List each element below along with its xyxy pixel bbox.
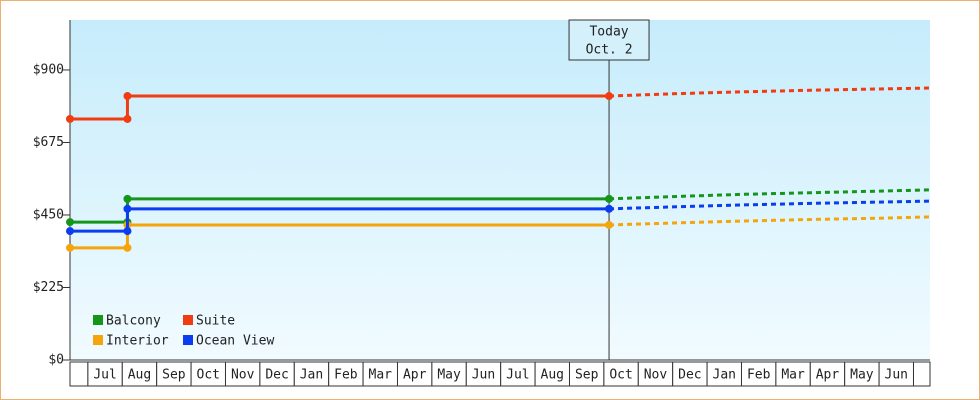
price-point (123, 92, 132, 101)
x-tick-label: Sep (575, 368, 599, 383)
x-tick-label: Dec (265, 368, 288, 383)
legend-swatch (183, 315, 193, 325)
x-tick-label: May (850, 368, 874, 383)
month-cell (775, 361, 811, 387)
x-tick-label: May (437, 368, 461, 383)
x-tick-label: Oct (609, 368, 632, 383)
month-cell (190, 361, 226, 387)
y-tick-label: $225 (33, 280, 64, 295)
x-tick-label: Aug (541, 368, 564, 383)
month-cell (912, 361, 931, 387)
month-cell (809, 361, 846, 387)
x-tick-label: Mar (369, 368, 393, 383)
price-point (123, 194, 132, 203)
legend-swatch (93, 315, 103, 325)
y-tick-label: $450 (33, 207, 64, 222)
forecast-line (609, 215, 931, 227)
price-point (123, 227, 132, 236)
month-cell (672, 361, 708, 387)
x-tick-label: Apr (816, 368, 840, 383)
legend-swatch (93, 335, 103, 345)
month-cell (740, 361, 777, 387)
price-point (66, 114, 74, 123)
price-point (123, 243, 132, 252)
price-point (66, 243, 74, 252)
price-line (70, 207, 610, 233)
price-line (70, 223, 610, 250)
x-tick-label: Nov (644, 368, 668, 383)
x-tick-label: Jun (885, 368, 908, 383)
today-label: Oct. 2 (586, 43, 633, 58)
x-tick-label: Jan (300, 368, 323, 383)
price-point (605, 204, 614, 213)
x-tick-label: Jul (93, 368, 116, 383)
month-cell (500, 361, 536, 387)
legend-label: Suite (196, 314, 235, 329)
y-tick-label: $0 (48, 353, 64, 368)
y-tick-label: $900 (33, 62, 64, 77)
month-cell (69, 361, 89, 387)
price-point (123, 204, 132, 213)
today-label: Today (589, 25, 628, 40)
legend-swatch (183, 335, 193, 345)
month-cell (706, 361, 742, 387)
month-cell (156, 361, 192, 387)
price-point (66, 218, 74, 227)
x-tick-label: Jun (472, 368, 495, 383)
today-box (568, 19, 650, 61)
x-tick-label: Aug (128, 368, 151, 383)
price-point (605, 220, 614, 229)
month-cell (465, 361, 502, 387)
legend-label: Ocean View (196, 334, 274, 349)
x-tick-label: Oct (197, 368, 220, 383)
price-point (123, 114, 132, 123)
x-tick-label: Nov (231, 368, 255, 383)
forecast-line (608, 188, 931, 201)
x-tick-label: Apr (403, 368, 427, 383)
legend-label: Balcony (106, 314, 161, 329)
month-cell (396, 361, 433, 387)
month-cell (844, 361, 880, 387)
price-point (605, 194, 614, 203)
y-tick-label: $675 (33, 135, 64, 150)
forecast-line (608, 86, 931, 98)
month-cell (87, 361, 123, 387)
month-cell (224, 361, 261, 387)
month-cell (121, 361, 158, 387)
x-tick-label: Dec (678, 368, 701, 383)
x-tick-label: Sep (162, 368, 186, 383)
x-tick-label: Feb (334, 368, 358, 383)
month-cell (328, 361, 364, 387)
plot-area (70, 20, 930, 360)
x-tick-label: Mar (781, 368, 805, 383)
forecast-line (609, 199, 931, 211)
price-point (66, 227, 74, 236)
month-cell (568, 361, 605, 387)
month-cell (878, 361, 914, 387)
x-tick-label: Jul (506, 368, 529, 383)
x-tick-label: Feb (747, 368, 771, 383)
month-cell (603, 361, 639, 387)
x-tick-label: Jan (713, 368, 736, 383)
price-point (605, 92, 614, 101)
legend-label: Interior (106, 334, 169, 349)
price-line (70, 94, 610, 121)
